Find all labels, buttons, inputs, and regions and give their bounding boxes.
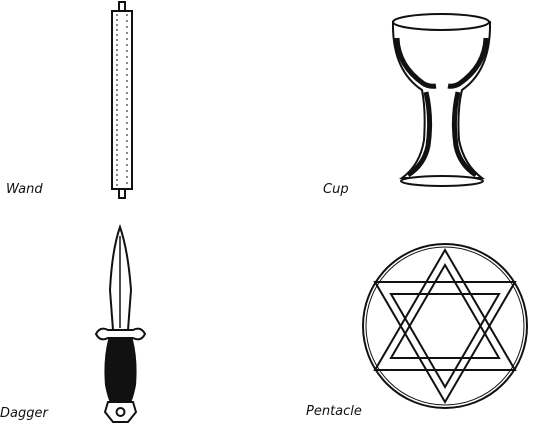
dagger-label: Dagger [0, 406, 48, 421]
wand-label: Wand [6, 182, 43, 197]
pentacle-label: Pentacle [306, 404, 362, 419]
cup-label: Cup [323, 182, 349, 197]
dagger-illustration [94, 223, 147, 423]
cup-illustration [391, 13, 492, 187]
wand-illustration [111, 1, 133, 199]
pentacle-illustration [362, 243, 528, 409]
